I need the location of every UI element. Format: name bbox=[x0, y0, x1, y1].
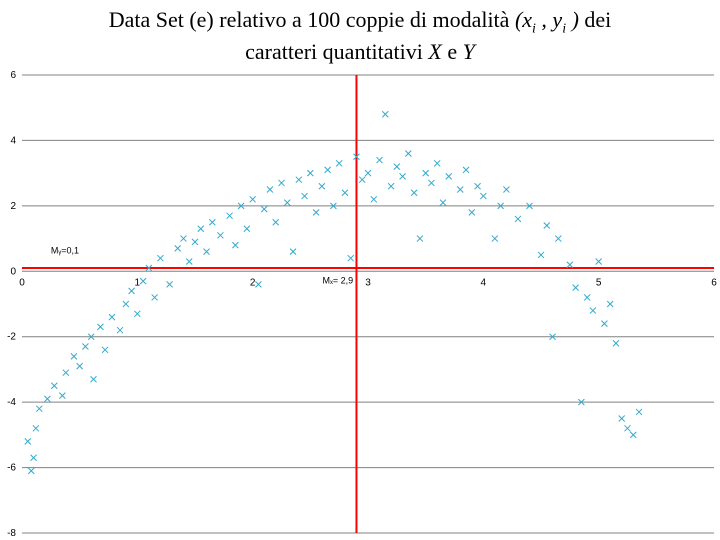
xtick-label: 3 bbox=[365, 278, 371, 289]
mean-y-label: Mᵧ=0,1 bbox=[51, 246, 79, 256]
chart-title: Data Set (e) relativo a 100 coppie di mo… bbox=[0, 0, 720, 69]
ytick-label: -8 bbox=[7, 528, 16, 539]
chart-svg: 6 4 2 0 -2 -4 -6 -8 0 1 2 3 4 5 6 Mᵧ=0,1 Mₓ= 2,9 bbox=[0, 69, 720, 539]
ytick-label: -6 bbox=[7, 463, 16, 474]
mean-x-label: Mₓ= 2,9 bbox=[322, 276, 353, 286]
xtick-label: 1 bbox=[135, 278, 141, 289]
ytick-label: 4 bbox=[10, 136, 16, 147]
ytick-label: 6 bbox=[10, 70, 16, 81]
ytick-label: 0 bbox=[10, 267, 16, 278]
xtick-label: 0 bbox=[19, 278, 25, 289]
scatter-chart: 6 4 2 0 -2 -4 -6 -8 0 1 2 3 4 5 6 Mᵧ=0,1 Mₓ= 2,9 bbox=[0, 69, 720, 539]
title-dei: dei bbox=[579, 7, 611, 32]
title-text-1: Data Set (e) relativo a 100 coppie di mo… bbox=[109, 7, 515, 32]
title-line2a: caratteri quantitativi bbox=[245, 39, 428, 64]
xtick-label: 5 bbox=[596, 278, 602, 289]
title-xi-open: (x bbox=[515, 7, 532, 32]
xtick-label: 2 bbox=[250, 278, 256, 289]
title-close: ) bbox=[566, 7, 579, 32]
xtick-label: 6 bbox=[711, 278, 717, 289]
title-X: X bbox=[428, 39, 441, 64]
ytick-label: -2 bbox=[7, 332, 16, 343]
title-e: e bbox=[442, 39, 463, 64]
ytick-label: -4 bbox=[7, 398, 16, 409]
xtick-label: 4 bbox=[481, 278, 487, 289]
title-Y: Y bbox=[463, 39, 475, 64]
ytick-label: 2 bbox=[10, 201, 16, 212]
title-yi: , y bbox=[536, 7, 562, 32]
